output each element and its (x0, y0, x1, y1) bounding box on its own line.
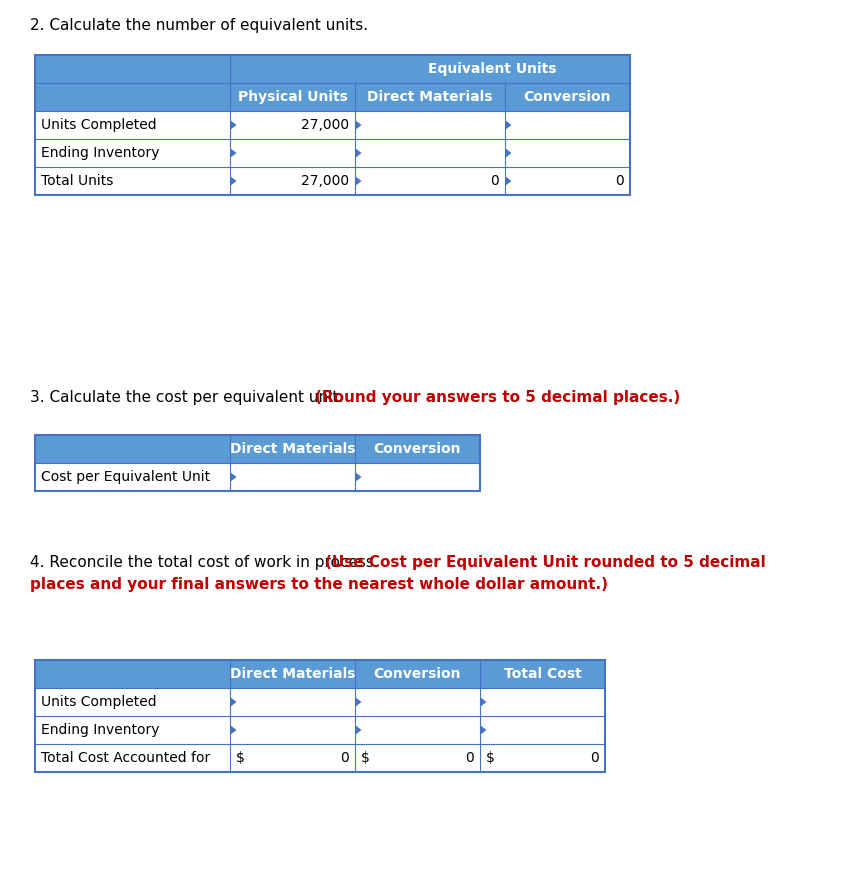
Bar (480, 660, 605, 688)
Bar (355, 83, 505, 111)
Text: Direct Materials: Direct Materials (229, 667, 356, 681)
Text: Total Cost Accounted for: Total Cost Accounted for (41, 751, 210, 765)
Bar (355, 688, 480, 716)
Bar (480, 688, 605, 716)
Bar (35, 463, 230, 491)
Bar (35, 744, 230, 772)
Text: Conversion: Conversion (374, 442, 461, 456)
Bar (505, 139, 630, 167)
Polygon shape (505, 120, 511, 130)
Bar (355, 435, 480, 463)
Bar (35, 435, 480, 491)
Polygon shape (480, 725, 486, 735)
Bar (505, 167, 630, 195)
Bar (35, 167, 230, 195)
Text: Total Cost: Total Cost (503, 667, 582, 681)
Bar (230, 435, 355, 463)
Polygon shape (505, 148, 511, 158)
Text: $: $ (236, 751, 245, 765)
Bar (230, 744, 355, 772)
Bar (230, 139, 355, 167)
Text: Units Completed: Units Completed (41, 118, 156, 132)
Polygon shape (230, 176, 236, 186)
Bar (355, 167, 505, 195)
Polygon shape (355, 120, 362, 130)
Text: $: $ (486, 751, 495, 765)
Text: Cost per Equivalent Unit: Cost per Equivalent Unit (41, 470, 210, 484)
Polygon shape (230, 148, 236, 158)
Bar (35, 111, 230, 139)
Text: Conversion: Conversion (524, 90, 612, 104)
Polygon shape (230, 120, 236, 130)
Text: Equivalent Units: Equivalent Units (429, 62, 557, 76)
Text: 0: 0 (615, 174, 624, 188)
Polygon shape (355, 472, 362, 482)
Text: Total Units: Total Units (41, 174, 113, 188)
Text: Direct Materials: Direct Materials (229, 442, 356, 456)
Bar (35, 660, 230, 688)
Text: places and your final answers to the nearest whole dollar amount.): places and your final answers to the nea… (30, 577, 608, 592)
Text: Conversion: Conversion (374, 667, 461, 681)
Bar (230, 55, 355, 111)
Bar (505, 83, 630, 111)
Text: 0: 0 (590, 751, 599, 765)
Bar (35, 55, 230, 111)
Bar (355, 55, 630, 83)
Bar (480, 716, 605, 744)
Text: 27,000: 27,000 (301, 174, 349, 188)
Text: $: $ (361, 751, 370, 765)
Text: 0: 0 (466, 751, 474, 765)
Text: (Use Cost per Equivalent Unit rounded to 5 decimal: (Use Cost per Equivalent Unit rounded to… (325, 555, 765, 570)
Bar (35, 55, 630, 195)
Polygon shape (230, 472, 236, 482)
Text: Ending Inventory: Ending Inventory (41, 146, 160, 160)
Text: 4. Reconcile the total cost of work in process.: 4. Reconcile the total cost of work in p… (30, 555, 384, 570)
Polygon shape (505, 176, 511, 186)
Polygon shape (480, 697, 486, 707)
Text: 3. Calculate the cost per equivalent unit.: 3. Calculate the cost per equivalent uni… (30, 390, 348, 405)
Bar (35, 139, 230, 167)
Bar (230, 688, 355, 716)
Text: 0: 0 (340, 751, 349, 765)
Bar (480, 744, 605, 772)
Polygon shape (230, 697, 236, 707)
Text: Physical Units: Physical Units (238, 90, 347, 104)
Polygon shape (355, 697, 362, 707)
Polygon shape (355, 725, 362, 735)
Polygon shape (355, 148, 362, 158)
Bar (355, 139, 505, 167)
Bar (230, 463, 355, 491)
Bar (355, 660, 480, 688)
Bar (230, 111, 355, 139)
Bar (35, 688, 230, 716)
Text: (Round your answers to 5 decimal places.): (Round your answers to 5 decimal places.… (315, 390, 680, 405)
Text: Direct Materials: Direct Materials (368, 90, 493, 104)
Text: 2. Calculate the number of equivalent units.: 2. Calculate the number of equivalent un… (30, 18, 369, 33)
Bar (35, 435, 230, 463)
Polygon shape (355, 176, 362, 186)
Bar (230, 716, 355, 744)
Text: Ending Inventory: Ending Inventory (41, 723, 160, 737)
Text: Units Completed: Units Completed (41, 695, 156, 709)
Text: 27,000: 27,000 (301, 118, 349, 132)
Bar (355, 463, 480, 491)
Bar (355, 111, 505, 139)
Bar (35, 716, 230, 744)
Bar (230, 660, 355, 688)
Bar (230, 167, 355, 195)
Bar (355, 744, 480, 772)
Polygon shape (230, 725, 236, 735)
Bar (355, 716, 480, 744)
Bar (505, 111, 630, 139)
Bar (35, 660, 605, 772)
Text: 0: 0 (490, 174, 499, 188)
Text: 3. Calculate the cost per equivalent unit.: 3. Calculate the cost per equivalent uni… (30, 390, 348, 405)
